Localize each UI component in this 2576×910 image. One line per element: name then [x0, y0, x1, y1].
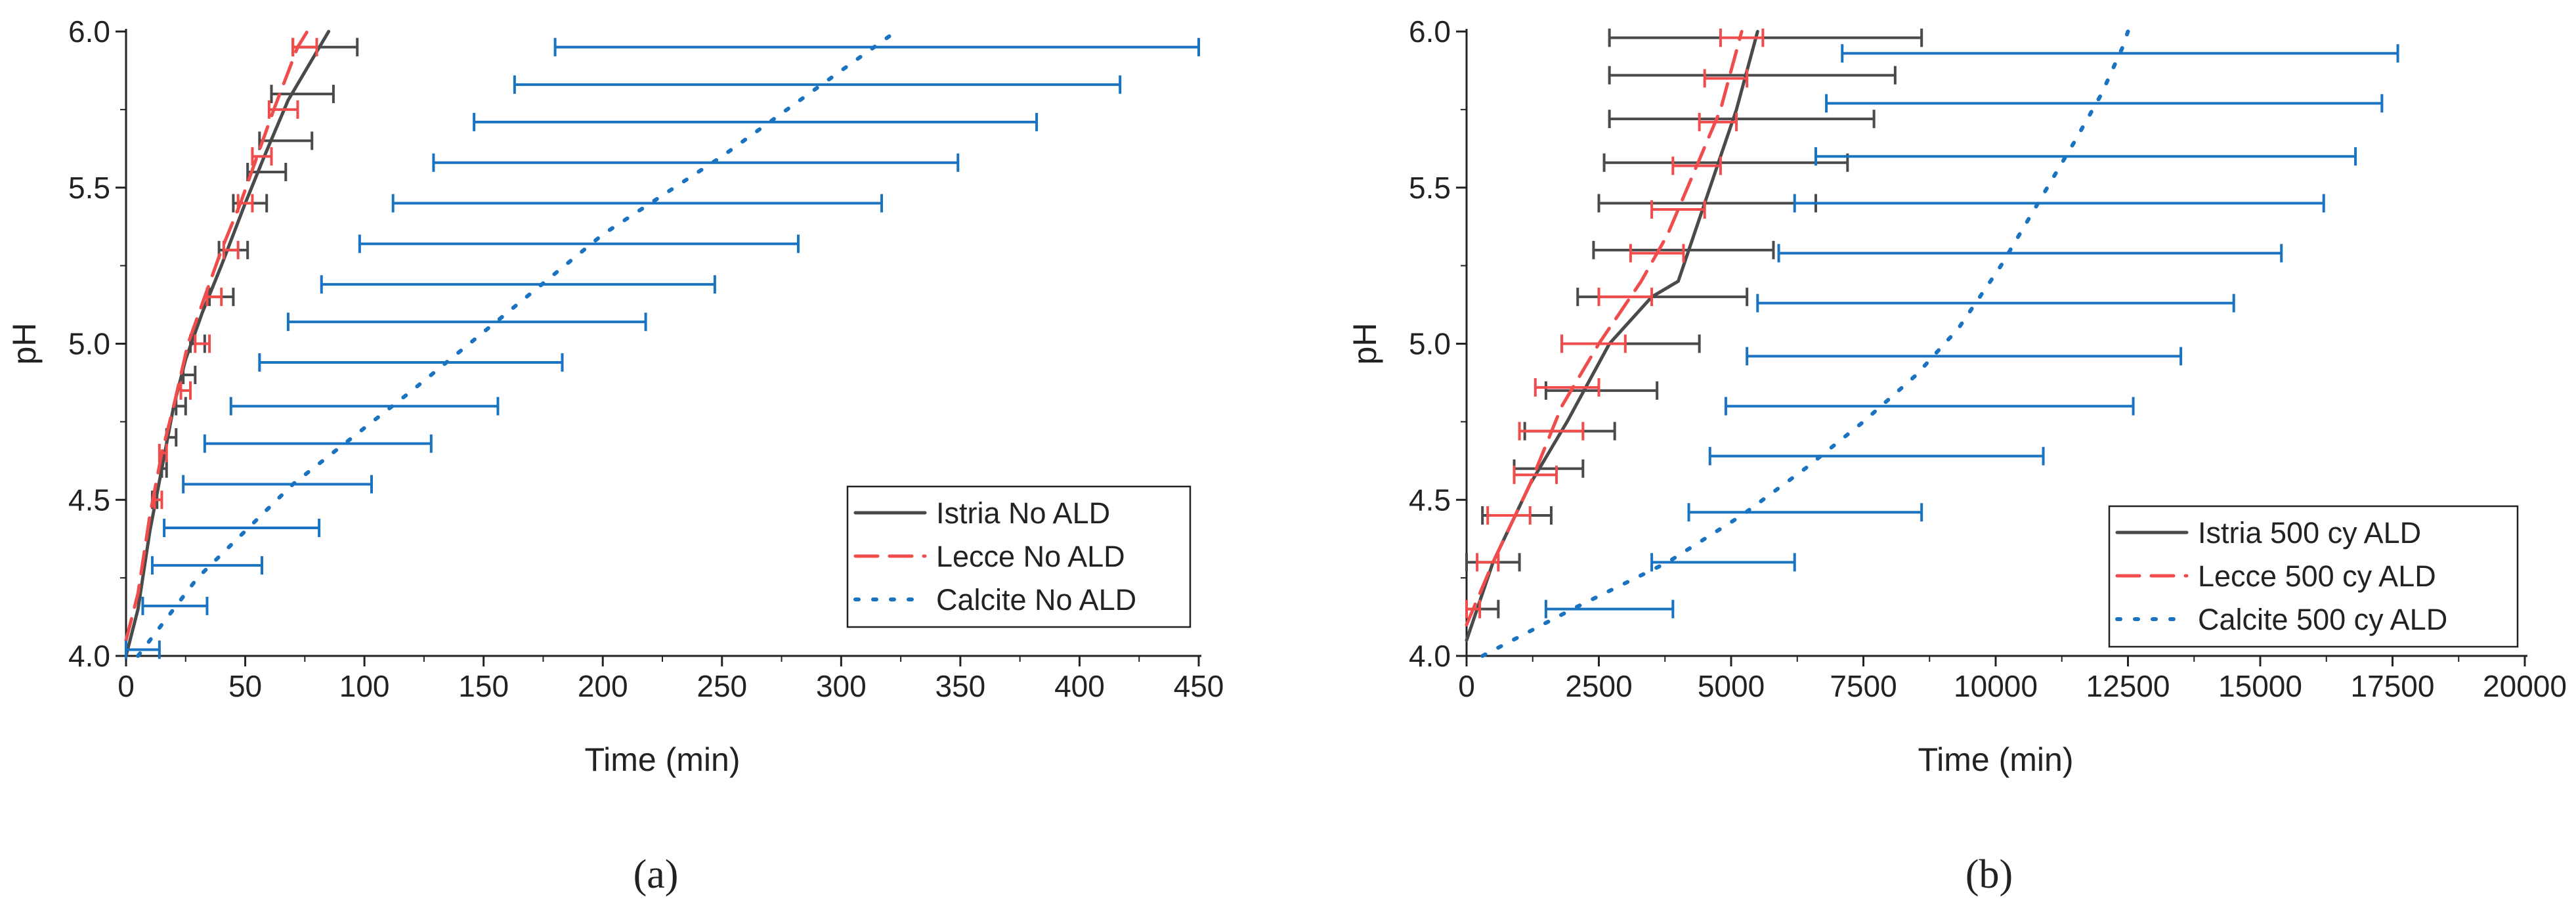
x-tick-label: 20000 — [2483, 669, 2567, 703]
x-tick-label: 100 — [339, 669, 390, 703]
chart-panel-a: 0 50 100 150 200 250 300 350 400 450 4.0 4.5 5.0 5.5 6… — [6, 14, 1224, 897]
panel-label: (b) — [1965, 852, 2013, 897]
series-lecce-no-ald — [124, 30, 318, 642]
x-axis-title: Time (min) — [584, 741, 740, 778]
x-tick-label: 5000 — [1698, 669, 1765, 703]
x-tick-label: 450 — [1174, 669, 1224, 703]
x-tick-label: 15000 — [2218, 669, 2302, 703]
legend-box — [2108, 505, 2519, 648]
x-tick-label: 17500 — [2351, 669, 2435, 703]
y-tick-label: 6.0 — [68, 14, 110, 49]
series-calcite-no-ald — [125, 30, 1200, 659]
x-tick-label: 50 — [228, 669, 262, 703]
series-istria-500-cy-ald — [1465, 28, 1923, 642]
y-tick-label: 4.5 — [68, 483, 110, 517]
y-tick-label: 5.0 — [1409, 327, 1451, 361]
series-line — [1465, 30, 1744, 626]
series-istria-no-ald — [124, 30, 359, 658]
legend-label: Lecce No ALD — [936, 540, 1125, 573]
series-line — [1480, 30, 2130, 658]
x-tick-label: 250 — [697, 669, 747, 703]
x-tick-label: 0 — [118, 669, 135, 703]
chart-panel-b: 0 2500 5000 7500 10000 12500 15000 17500 20000 4.… — [1346, 14, 2567, 897]
x-tick-label: 10000 — [1954, 669, 2038, 703]
series-line — [124, 30, 331, 658]
x-tick-label: 7500 — [1830, 669, 1897, 703]
legend-label: Istria No ALD — [936, 496, 1110, 530]
series-line — [124, 30, 309, 642]
y-tick-label: 5.0 — [68, 327, 110, 361]
y-tick-label: 4.0 — [1409, 639, 1451, 673]
series-line — [136, 30, 898, 658]
y-tick-label: 4.5 — [1409, 483, 1451, 517]
x-tick-label: 300 — [816, 669, 867, 703]
legend-label: Istria 500 cy ALD — [2198, 516, 2421, 550]
y-tick-label: 6.0 — [1409, 14, 1451, 49]
x-axis-title: Time (min) — [1918, 741, 2073, 778]
x-tick-label: 12500 — [2086, 669, 2170, 703]
series-lecce-500-cy-ald — [1465, 28, 1765, 626]
series-calcite-500-cy-ald — [1480, 30, 2399, 658]
y-tick-label: 5.5 — [1409, 171, 1451, 205]
legend: Istria No ALD Lecce No ALD Calcite No ALD — [846, 485, 1191, 628]
y-axis-title: pH — [1346, 323, 1383, 365]
legend: Istria 500 cy ALD Lecce 500 cy ALD Calcite… — [2108, 505, 2519, 648]
x-tick-label: 400 — [1054, 669, 1105, 703]
y-tick-label: 5.5 — [68, 171, 110, 205]
x-tick-label: 350 — [935, 669, 986, 703]
y-axis-title: pH — [6, 323, 43, 365]
legend-label: Calcite No ALD — [936, 583, 1136, 617]
x-tick-label: 200 — [578, 669, 628, 703]
legend-label: Calcite 500 cy ALD — [2198, 603, 2447, 636]
panel-label: (a) — [633, 852, 679, 897]
x-tick-label: 150 — [458, 669, 509, 703]
y-tick-label: 4.0 — [68, 639, 110, 673]
x-tick-label: 0 — [1458, 669, 1475, 703]
legend-label: Lecce 500 cy ALD — [2198, 559, 2436, 593]
x-tick-label: 2500 — [1565, 669, 1632, 703]
